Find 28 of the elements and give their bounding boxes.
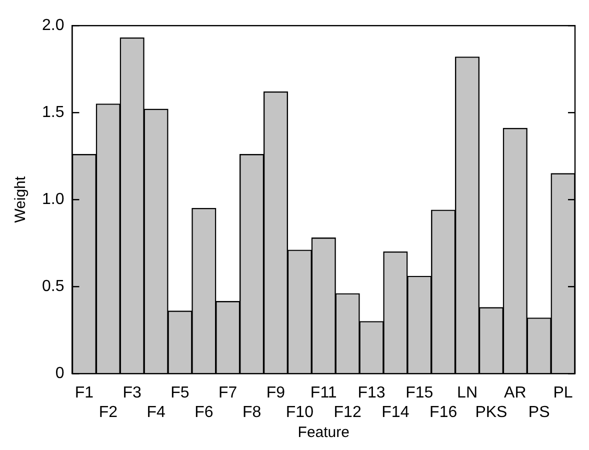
- y-axis-title: Weight: [12, 176, 30, 223]
- x-tick-label: F12: [334, 404, 362, 421]
- x-tick-label: F1: [74, 384, 94, 402]
- x-tick-label: PS: [528, 404, 550, 421]
- x-tick-label: PL: [553, 384, 573, 402]
- x-tick-label: F3: [122, 384, 142, 402]
- x-tick-label: F10: [286, 404, 314, 421]
- x-tick-label: F4: [146, 404, 166, 421]
- x-tick-label: F11: [310, 384, 337, 402]
- x-tick-label: F5: [170, 384, 190, 402]
- x-tick-label: F6: [194, 404, 214, 421]
- x-tick-label: F2: [98, 404, 118, 421]
- x-tick-label: F16: [430, 404, 458, 421]
- x-tick-label: AR: [504, 384, 526, 402]
- y-tick-label: 0.5: [42, 278, 64, 296]
- y-tick-label: 1.5: [42, 104, 64, 122]
- x-tick-label: F7: [218, 384, 238, 402]
- y-tick-label: 0: [55, 365, 64, 382]
- y-tick-label: 2.0: [42, 17, 64, 34]
- x-tick-label: F15: [406, 384, 434, 402]
- x-tick-label: F14: [382, 404, 410, 421]
- x-tick-label: LN: [457, 384, 478, 402]
- x-tick-label: F9: [266, 384, 286, 402]
- x-axis-title: Feature: [298, 424, 350, 442]
- x-tick-label: PKS: [475, 404, 508, 421]
- x-tick-label: F8: [242, 404, 262, 421]
- y-tick-label: 1.0: [42, 191, 64, 208]
- x-tick-label: F13: [358, 384, 386, 402]
